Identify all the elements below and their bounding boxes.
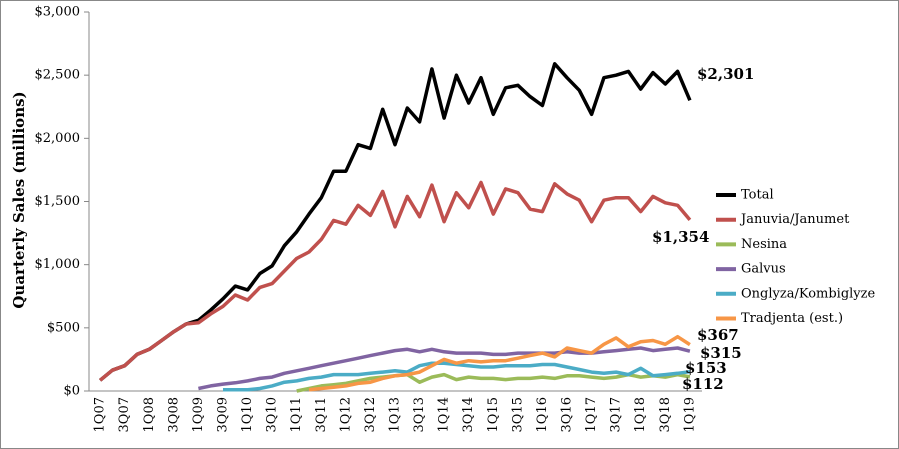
x-tick-label: 3Q16 [560, 397, 575, 432]
end-value-label: $1,354 [652, 228, 709, 246]
legend-label: Januvia/Janumet [739, 212, 850, 227]
x-tick-label: 3Q09 [216, 397, 231, 432]
series-line [98, 180, 692, 382]
x-tick-label: 3Q07 [117, 397, 132, 432]
x-tick-label: 3Q08 [166, 397, 181, 432]
x-tick-label: 1Q13 [388, 397, 403, 432]
legend-label: Onglyza/Kombiglyze [741, 286, 876, 301]
x-tick-label: 1Q10 [240, 397, 255, 432]
y-tick-label: $0 [63, 384, 80, 399]
end-value-label: $367 [697, 326, 739, 344]
y-tick-label: $1,000 [35, 257, 81, 272]
series-line [308, 334, 691, 392]
legend-label: Tradjenta (est.) [741, 311, 843, 326]
end-value-label: $2,301 [697, 65, 754, 83]
x-tick-label: 3Q11 [314, 397, 329, 432]
y-tick-label: $2,000 [35, 131, 81, 146]
y-tick-label: $1,500 [35, 194, 81, 209]
x-tick-label: 1Q14 [437, 397, 452, 432]
legend-label: Nesina [741, 237, 787, 252]
x-tick-label: 1Q15 [486, 397, 501, 432]
x-tick-label: 1Q11 [289, 397, 304, 432]
y-tick-label: $2,500 [35, 68, 81, 83]
series-line [198, 346, 691, 391]
x-tick-label: 1Q09 [191, 397, 206, 432]
y-tick-label: $500 [47, 320, 80, 335]
end-value-label: $315 [700, 344, 742, 362]
y-axis-label: Quarterly Sales (millions) [10, 91, 28, 308]
legend-label: Galvus [741, 262, 786, 277]
x-tick-label: 3Q18 [658, 397, 673, 432]
x-tick-label: 3Q15 [510, 397, 525, 432]
x-tick-label: 1Q08 [142, 397, 157, 432]
legend-label: Total [741, 188, 774, 203]
x-tick-label: 1Q19 [682, 397, 697, 432]
x-tick-label: 1Q07 [93, 397, 108, 432]
y-tick-label: $3,000 [35, 5, 81, 20]
x-tick-label: 3Q10 [265, 397, 280, 432]
x-tick-label: 3Q14 [461, 397, 476, 432]
x-tick-label: 1Q12 [338, 397, 353, 432]
x-tick-label: 1Q17 [584, 397, 599, 432]
x-tick-label: 3Q17 [609, 397, 624, 432]
x-tick-label: 1Q16 [535, 397, 550, 432]
series-line [98, 62, 692, 382]
end-value-label: $153 [685, 359, 727, 377]
x-tick-label: 3Q12 [363, 397, 378, 432]
end-value-label: $112 [682, 375, 724, 393]
x-tick-label: 3Q13 [412, 397, 427, 432]
x-tick-label: 1Q18 [633, 397, 648, 432]
